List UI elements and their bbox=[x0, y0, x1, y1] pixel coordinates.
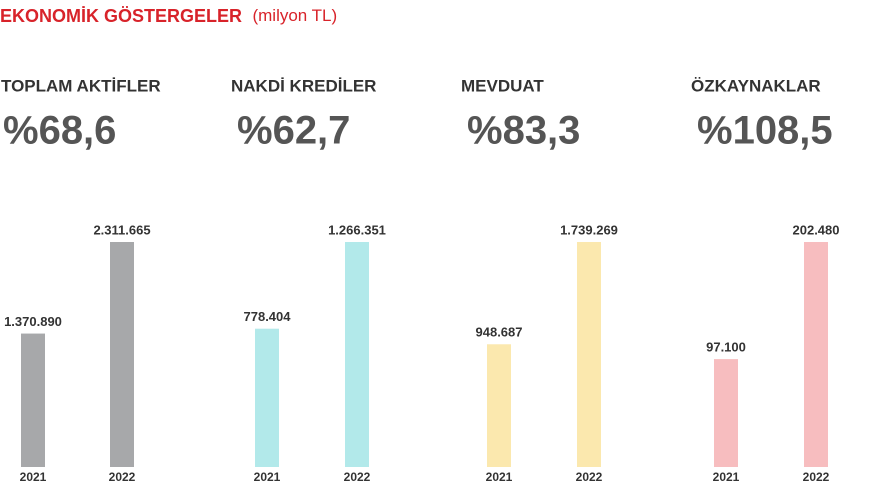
value-label: 1.266.351 bbox=[328, 222, 386, 237]
x-tick-label: 2022 bbox=[576, 470, 603, 484]
bar bbox=[804, 242, 828, 467]
bar bbox=[345, 242, 369, 467]
value-label: 1.739.269 bbox=[560, 222, 618, 237]
bar bbox=[21, 333, 45, 467]
panel-change: %108,5 bbox=[697, 109, 833, 153]
x-tick-label: 2021 bbox=[20, 470, 47, 484]
unit: (milyon TL) bbox=[252, 6, 337, 25]
panel-title: NAKDİ KREDİLER bbox=[231, 76, 376, 95]
panel-change: %62,7 bbox=[237, 109, 350, 153]
value-label: 202.480 bbox=[793, 222, 840, 237]
panel-title: ÖZKAYNAKLAR bbox=[691, 76, 821, 95]
panel-change: %83,3 bbox=[467, 109, 580, 153]
bar bbox=[487, 344, 511, 467]
value-label: 1.370.890 bbox=[4, 314, 62, 329]
x-tick-label: 2022 bbox=[109, 470, 136, 484]
x-tick-label: 2021 bbox=[486, 470, 513, 484]
value-label: 2.311.665 bbox=[93, 222, 150, 237]
value-label: 97.100 bbox=[706, 340, 746, 355]
bar bbox=[255, 328, 279, 467]
title-group: EKONOMİK GÖSTERGELER (milyon TL) bbox=[0, 6, 337, 26]
value-label: 778.404 bbox=[244, 309, 292, 324]
title: EKONOMİK GÖSTERGELER bbox=[0, 6, 242, 26]
x-tick-label: 2021 bbox=[254, 470, 281, 484]
bar bbox=[110, 242, 134, 467]
x-tick-label: 2022 bbox=[803, 470, 830, 484]
panel-title: MEVDUAT bbox=[461, 76, 544, 95]
panel-title: TOPLAM AKTİFLER bbox=[1, 76, 161, 95]
value-label: 948.687 bbox=[476, 325, 523, 340]
panel-change: %68,6 bbox=[3, 109, 116, 153]
bar bbox=[577, 242, 601, 467]
x-tick-label: 2022 bbox=[344, 470, 371, 484]
bar bbox=[714, 359, 738, 467]
x-tick-label: 2021 bbox=[713, 470, 740, 484]
